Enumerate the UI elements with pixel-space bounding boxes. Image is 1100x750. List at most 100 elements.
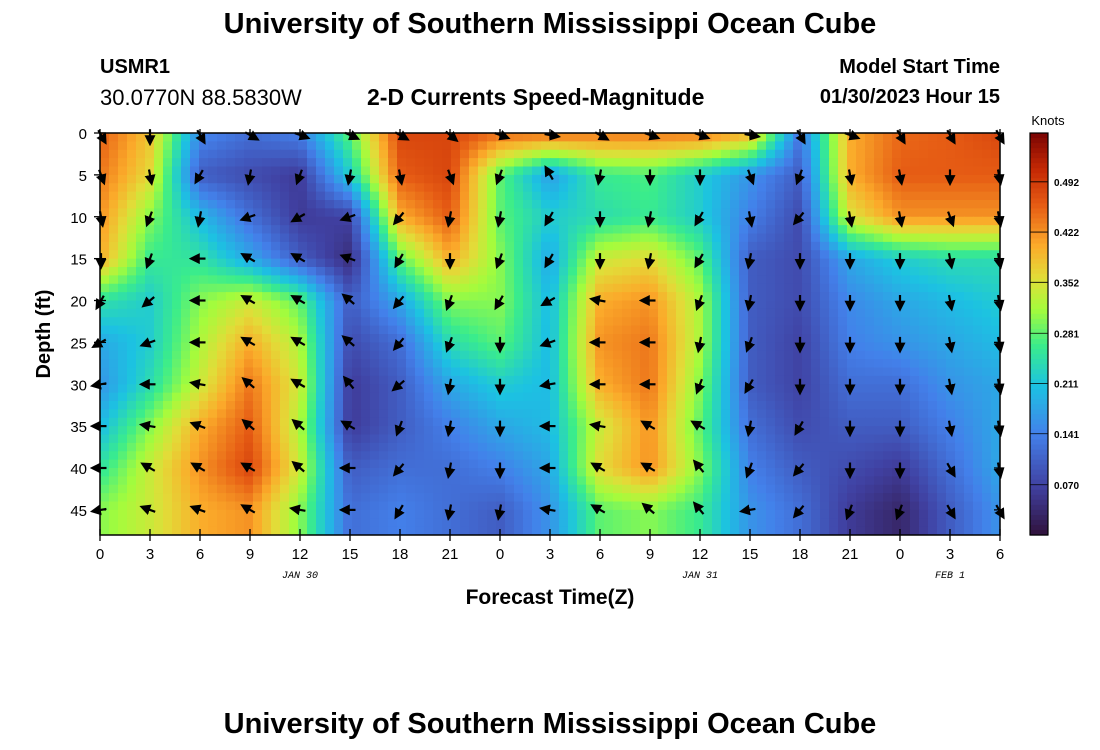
heatmap-cell xyxy=(325,133,335,142)
heatmap-cell xyxy=(712,350,722,360)
heatmap-cell xyxy=(820,359,830,369)
heatmap-cell xyxy=(208,442,218,452)
heatmap-cell xyxy=(532,434,542,444)
heatmap-cell xyxy=(370,166,380,176)
heatmap-cell xyxy=(577,417,587,427)
heatmap-cell xyxy=(910,283,920,293)
heatmap-cell xyxy=(127,451,137,461)
heatmap-cell xyxy=(937,476,947,486)
heatmap-cell xyxy=(883,141,893,151)
heatmap-cell xyxy=(991,233,1000,243)
heatmap-cell xyxy=(208,191,218,201)
heatmap-cell xyxy=(190,200,200,209)
heatmap-cell xyxy=(478,216,488,226)
heatmap-cell xyxy=(514,258,524,268)
heatmap-cell xyxy=(856,434,866,444)
heatmap-cell xyxy=(460,141,470,151)
heatmap-cell xyxy=(838,166,848,176)
heatmap-cell xyxy=(217,133,227,142)
heatmap-cell xyxy=(964,233,974,243)
heatmap-cell xyxy=(982,342,992,352)
heatmap-cell xyxy=(271,442,281,452)
heatmap-cell xyxy=(415,442,425,452)
heatmap-cell xyxy=(523,292,533,302)
heatmap-cell xyxy=(640,442,650,452)
heatmap-cell xyxy=(703,174,713,184)
heatmap-cell xyxy=(280,317,290,327)
heatmap-cell xyxy=(946,526,956,535)
heatmap-cell xyxy=(793,459,803,469)
heatmap-cell xyxy=(505,401,515,410)
heatmap-cell xyxy=(586,459,596,469)
heatmap-cell xyxy=(280,174,290,184)
heatmap-cell xyxy=(172,166,182,176)
heatmap-cell xyxy=(208,434,218,444)
heatmap-cell xyxy=(703,225,713,235)
heatmap-cell xyxy=(757,250,767,260)
heatmap-cell xyxy=(388,308,398,318)
heatmap-cell xyxy=(865,258,875,268)
heatmap-cell xyxy=(190,342,200,352)
heatmap-cell xyxy=(235,442,245,452)
heatmap-cell xyxy=(658,149,668,159)
heatmap-cell xyxy=(199,367,209,377)
heatmap-cell xyxy=(694,208,704,218)
heatmap-cell xyxy=(487,133,497,142)
heatmap-cell xyxy=(208,451,218,461)
heatmap-cell xyxy=(676,392,686,402)
current-arrow xyxy=(240,462,256,473)
heatmap-cell xyxy=(217,426,227,436)
heatmap-cell xyxy=(181,375,191,385)
heatmap-cell xyxy=(865,401,875,410)
heatmap-cell xyxy=(352,501,362,511)
heatmap-cell xyxy=(532,409,542,419)
heatmap-cell xyxy=(181,308,191,318)
heatmap-cell xyxy=(244,241,254,251)
heatmap-cell xyxy=(271,426,281,436)
heatmap-cell xyxy=(217,225,227,235)
heatmap-cell xyxy=(370,476,380,486)
heatmap-cell xyxy=(244,158,254,168)
heatmap-cell xyxy=(199,208,209,218)
heatmap-cell xyxy=(325,451,335,461)
heatmap-cell xyxy=(487,417,497,427)
heatmap-cell xyxy=(847,442,857,452)
heatmap-cell xyxy=(847,409,857,419)
heatmap-cell xyxy=(658,367,668,377)
heatmap-cell xyxy=(721,434,731,444)
heatmap-cell xyxy=(109,317,119,327)
heatmap-cell xyxy=(802,225,812,235)
heatmap-cell xyxy=(748,158,758,168)
heatmap-cell xyxy=(370,225,380,235)
heatmap-cell xyxy=(928,258,938,268)
heatmap-cell xyxy=(136,275,146,285)
heatmap-cell xyxy=(478,375,488,385)
heatmap-cell xyxy=(226,233,236,243)
heatmap-cell xyxy=(820,275,830,285)
heatmap-cell xyxy=(955,476,965,486)
heatmap-cell xyxy=(136,342,146,352)
heatmap-cell xyxy=(613,233,623,243)
heatmap-cell xyxy=(811,308,821,318)
heatmap-cell xyxy=(613,526,623,535)
heatmap-cell xyxy=(721,225,731,235)
heatmap-cell xyxy=(433,484,443,494)
heatmap-cell xyxy=(361,250,371,260)
heatmap-cell xyxy=(802,509,812,519)
heatmap-cell xyxy=(559,300,569,310)
heatmap-cell xyxy=(568,484,578,494)
heatmap-cell xyxy=(892,401,902,410)
heatmap-cell xyxy=(136,459,146,469)
heatmap-cell xyxy=(235,158,245,168)
heatmap-cell xyxy=(190,367,200,377)
heatmap-cell xyxy=(316,325,326,335)
heatmap-cell xyxy=(244,426,254,436)
heatmap-cell xyxy=(199,183,209,193)
heatmap-cell xyxy=(181,526,191,535)
heatmap-cell xyxy=(703,292,713,302)
heatmap-cell xyxy=(388,459,398,469)
heatmap-cell xyxy=(568,174,578,184)
heatmap-cell xyxy=(685,476,695,486)
heatmap-cell xyxy=(568,216,578,226)
heatmap-cell xyxy=(802,141,812,151)
